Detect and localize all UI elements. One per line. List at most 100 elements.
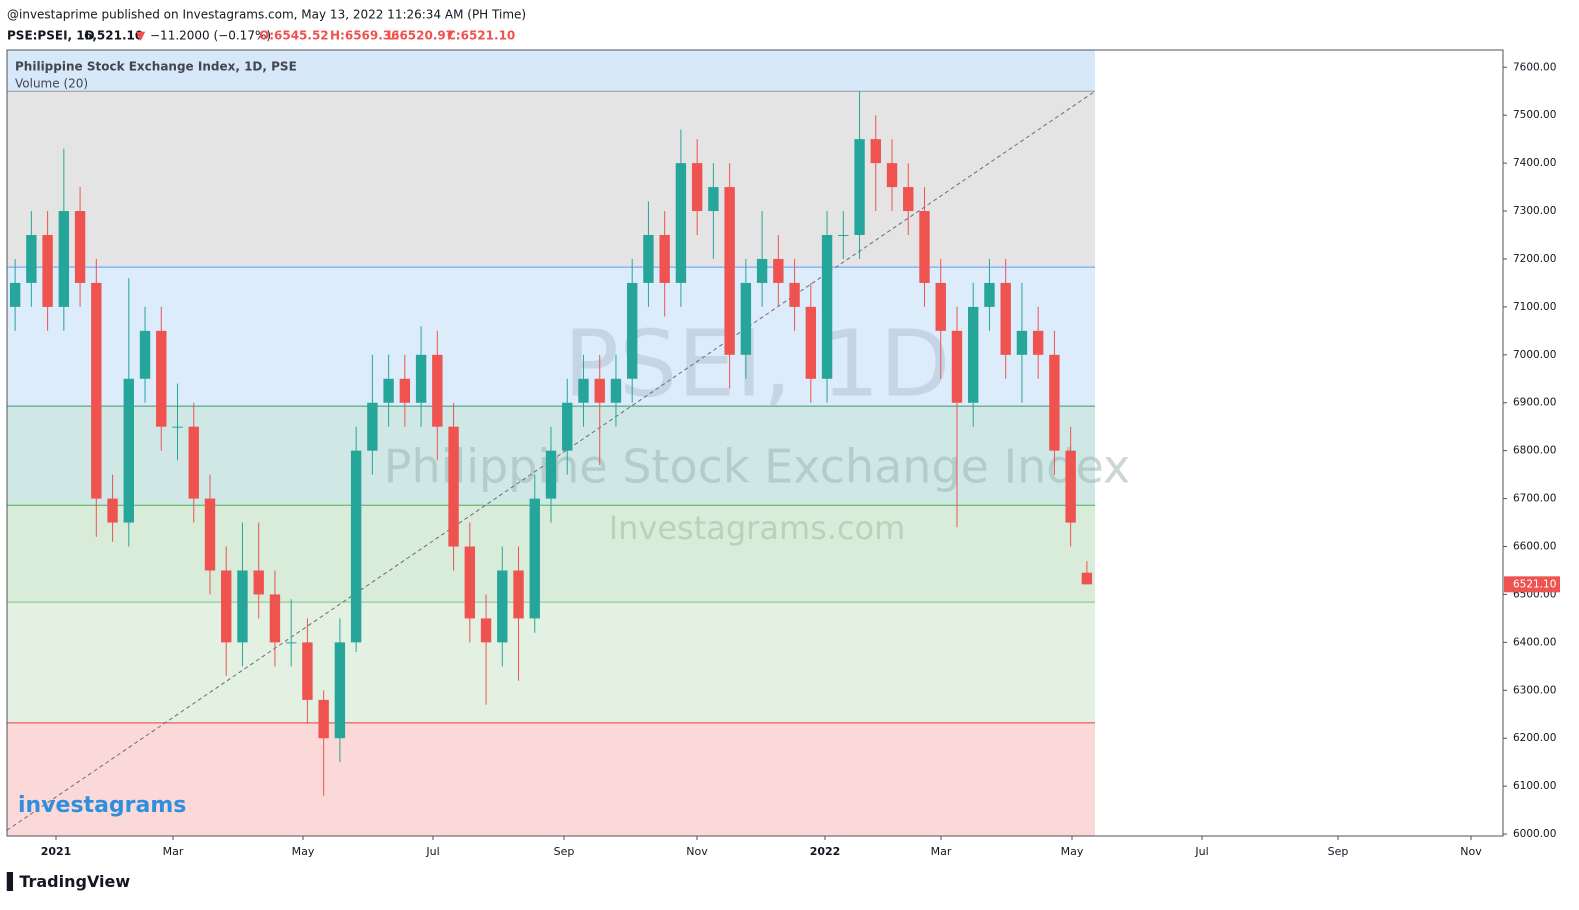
- x-tick-label: Nov: [686, 845, 708, 858]
- candle-body: [269, 594, 281, 643]
- candle-body: [221, 570, 232, 643]
- zone-band: [7, 91, 1095, 268]
- candle-body: [919, 211, 930, 283]
- candle-body: [691, 163, 703, 212]
- candle-body: [610, 378, 622, 403]
- arrow: ▼: [136, 29, 146, 43]
- y-tick-label: 6800.00: [1513, 445, 1556, 457]
- candle-body: [1049, 354, 1060, 451]
- candle-body: [74, 211, 86, 283]
- y-tick-label: 6200.00: [1513, 732, 1556, 744]
- close: C:6521.10: [447, 29, 515, 43]
- x-tick-label: Sep: [554, 845, 575, 858]
- y-tick-label: 6000.00: [1513, 828, 1556, 840]
- candle-body: [838, 234, 849, 236]
- candle-body: [1000, 282, 1011, 355]
- candle-body: [789, 282, 800, 307]
- candle-body: [562, 402, 573, 451]
- candle-body: [480, 618, 492, 643]
- y-tick-label: 6600.00: [1513, 541, 1556, 553]
- candle-body: [172, 426, 183, 428]
- candle-body: [821, 234, 833, 379]
- y-tick-label: 6100.00: [1513, 780, 1556, 792]
- candle-body: [318, 699, 329, 739]
- y-tick-label: 7000.00: [1513, 349, 1556, 361]
- candle-body: [626, 282, 638, 379]
- last-price-label: 6521.10: [1513, 578, 1556, 590]
- watermark: Philippine Stock Exchange Index: [384, 440, 1130, 494]
- candle-body: [253, 570, 264, 595]
- brand: ▌TradingView: [6, 871, 130, 891]
- open: O:6545.52: [259, 29, 329, 43]
- candle-body: [773, 258, 784, 283]
- candle-body: [42, 234, 53, 307]
- candle-body: [9, 282, 21, 307]
- y-tick-label: 6700.00: [1513, 493, 1556, 505]
- y-tick-label: 7300.00: [1513, 205, 1556, 217]
- candle-body: [123, 378, 134, 523]
- y-tick-label: 7500.00: [1513, 109, 1556, 121]
- candle-body: [594, 378, 605, 403]
- candle-body: [984, 282, 995, 307]
- published-note: @investaprime published on Investagrams.…: [7, 8, 526, 22]
- change: −11.2000 (−0.17%): [150, 29, 271, 43]
- y-tick-label: 7200.00: [1513, 253, 1556, 265]
- ohlc-line: PSE:PSEI, 1D 6,521.10 ▼ −11.2000 (−0.17%…: [7, 29, 515, 43]
- y-tick-label: 7100.00: [1513, 301, 1556, 313]
- price: 6,521.10: [84, 29, 143, 43]
- y-tick-label: 6900.00: [1513, 397, 1556, 409]
- candle-body: [740, 282, 752, 355]
- candle-body: [1081, 572, 1093, 585]
- zone-band: [7, 602, 1095, 723]
- candle-body: [139, 330, 151, 379]
- watermark: PSEI, 1D: [563, 310, 950, 417]
- symbol: PSE:PSEI, 1D: [7, 29, 95, 43]
- candle-body: [1016, 330, 1028, 355]
- panel-subtitle: Volume (20): [15, 77, 88, 91]
- y-tick-label: 6400.00: [1513, 636, 1556, 648]
- candle-body: [968, 306, 979, 403]
- x-tick-label: Nov: [1460, 845, 1482, 858]
- trend-line: [6, 90, 1096, 831]
- logo: investagrams: [18, 793, 186, 818]
- candle-body: [58, 211, 70, 307]
- chart: PSEI, 1D Philippine Stock Exchange Index I…: [6, 50, 1560, 858]
- candle-body: [497, 570, 508, 643]
- candle-body: [415, 354, 427, 403]
- candle-body: [367, 402, 378, 451]
- candle-body: [724, 187, 735, 355]
- x-tick-label: Sep: [1328, 845, 1349, 858]
- candle-body: [805, 306, 817, 379]
- candle-body: [107, 498, 118, 523]
- candle-body: [886, 163, 898, 188]
- zone-band: [7, 267, 1095, 407]
- x-tick-label: Jul: [425, 845, 439, 858]
- watermark: Investagrams.com: [609, 509, 906, 547]
- candle-body: [643, 234, 654, 283]
- candle-body: [432, 354, 443, 427]
- y-tick-label: 7400.00: [1513, 157, 1556, 169]
- candle-body: [334, 642, 346, 739]
- candle-body: [383, 378, 394, 403]
- candle-body: [1065, 450, 1076, 523]
- candle-body: [708, 187, 719, 212]
- x-tick-label: May: [292, 845, 315, 858]
- candle-body: [854, 139, 865, 235]
- x-tick-label: 2022: [810, 845, 841, 858]
- candle-body: [464, 546, 476, 619]
- zone-band: [7, 50, 1095, 92]
- low: L:6520.97: [387, 29, 454, 43]
- last-price-box: [1504, 576, 1560, 593]
- panel-title: Philippine Stock Exchange Index, 1D, PSE: [15, 60, 297, 74]
- candle-body: [935, 282, 946, 331]
- candle-body: [659, 234, 670, 283]
- candle-body: [91, 282, 102, 499]
- plot-frame: [6, 49, 1504, 837]
- candle-body: [545, 450, 557, 499]
- x-tick-label: 2021: [41, 845, 72, 858]
- candle-body: [26, 234, 37, 283]
- y-tick-label: 6300.00: [1513, 684, 1556, 696]
- candle-body: [285, 642, 297, 644]
- candle-body: [350, 450, 362, 643]
- candle-body: [529, 498, 540, 619]
